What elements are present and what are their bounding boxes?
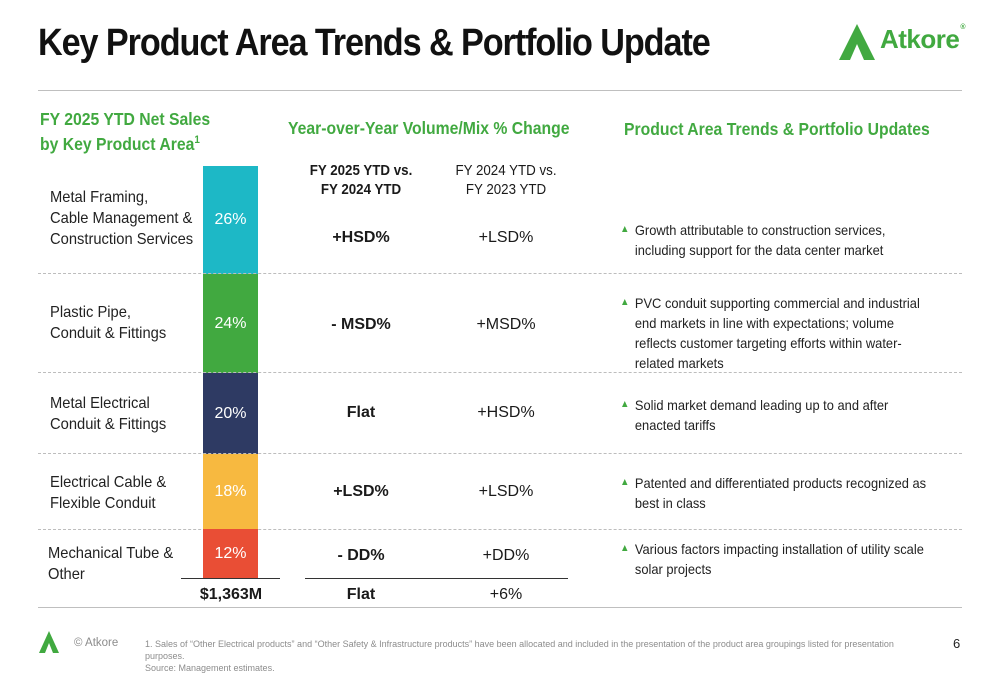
fy25-change-value: - DD% xyxy=(337,547,385,564)
product-area-label-line: Construction Services xyxy=(50,231,194,248)
row-divider xyxy=(38,372,962,373)
trend-bullet: PVC conduit supporting commercial and in… xyxy=(622,293,935,373)
product-area-label: Plastic Pipe, Conduit & Fittings xyxy=(50,302,166,344)
fy25-change-value: - MSD% xyxy=(331,316,391,333)
product-area-label-line: Conduit & Fittings xyxy=(50,325,167,342)
net-sales-bar-segment: 18% xyxy=(203,454,258,529)
trend-text: Various factors impacting installation o… xyxy=(634,541,924,577)
col-fy25-header: FY 2025 YTD vs. FY 2024 YTD xyxy=(301,162,421,200)
col-fy24-header: FY 2024 YTD vs. FY 2023 YTD xyxy=(446,162,566,200)
logo-wordmark: Atkore® xyxy=(880,24,965,55)
footnote: 1. Sales of “Other Electrical products” … xyxy=(145,638,925,674)
footnote-marker: 1 xyxy=(194,134,200,146)
trends-header: Product Area Trends & Portfolio Updates xyxy=(624,119,930,139)
share-label: 18% xyxy=(214,482,247,500)
fy25-change-value: +HSD% xyxy=(332,229,390,246)
fy24-change-value: +LSD% xyxy=(478,229,534,246)
product-area-label-line: Metal Framing, xyxy=(50,189,149,206)
share-label: 24% xyxy=(214,314,247,332)
share-label: 26% xyxy=(214,211,247,228)
col-fy24-header-line1: FY 2024 YTD vs. xyxy=(455,163,557,179)
row-divider xyxy=(38,453,962,454)
product-area-label-line: Metal Electrical xyxy=(50,395,150,412)
row-divider xyxy=(38,529,962,530)
trend-bullet: Growth attributable to construction serv… xyxy=(622,220,935,260)
bullet-triangle-icon xyxy=(622,545,628,551)
trend-text: Growth attributable to construction serv… xyxy=(634,222,886,258)
footnote-source: Source: Management estimates. xyxy=(145,663,275,673)
share-label: 20% xyxy=(214,404,247,422)
product-area-label: Metal Electrical Conduit & Fittings xyxy=(50,393,166,435)
net-sales-bar-segment: 12% xyxy=(203,529,258,578)
col-fy25-header-line1: FY 2025 YTD vs. xyxy=(309,163,413,179)
share-label: 12% xyxy=(214,544,247,562)
bullet-triangle-icon xyxy=(622,226,628,232)
bullet-triangle-icon xyxy=(622,479,628,485)
atkore-a-logo-icon xyxy=(839,24,875,60)
bullet-triangle-icon xyxy=(622,299,628,305)
net-sales-bar-segment: 26% xyxy=(203,166,258,274)
net-sales-header-line2: by Key Product Area xyxy=(40,133,195,154)
total-net-sales: $1,363M xyxy=(199,586,263,603)
fy24-change-value: +HSD% xyxy=(477,404,535,421)
fy25-change-value: Flat xyxy=(346,404,376,421)
row-divider xyxy=(38,273,962,274)
trend-bullet: Solid market demand leading up to and af… xyxy=(622,395,935,435)
col-fy24-header-line2: FY 2023 YTD xyxy=(465,182,547,198)
atkore-small-logo-icon xyxy=(39,631,59,653)
net-sales-bar-segment: 20% xyxy=(203,373,258,454)
registered-mark: ® xyxy=(960,24,966,31)
fy25-change-value: +LSD% xyxy=(333,483,389,500)
product-area-label-line: Electrical Cable & xyxy=(50,474,167,491)
product-area-label-line: Conduit & Fittings xyxy=(50,416,167,433)
total-fy24-change: +6% xyxy=(489,586,523,603)
trend-text: Patented and differentiated products rec… xyxy=(634,475,927,511)
product-area-label-line: Plastic Pipe, xyxy=(50,304,132,321)
trend-bullet: Patented and differentiated products rec… xyxy=(622,473,935,513)
col-fy25-header-line2: FY 2024 YTD xyxy=(320,182,402,198)
product-area-label-line: Flexible Conduit xyxy=(50,495,156,512)
total-rule-change xyxy=(305,578,568,579)
product-area-label: Electrical Cable & Flexible Conduit xyxy=(50,472,166,514)
net-sales-header: FY 2025 YTD Net Sales by Key Product Are… xyxy=(40,109,210,155)
bullet-triangle-icon xyxy=(622,401,628,407)
trend-text: PVC conduit supporting commercial and in… xyxy=(634,295,920,371)
logo-text: Atkore xyxy=(880,24,960,54)
trend-bullet: Various factors impacting installation o… xyxy=(622,539,935,579)
title-divider xyxy=(38,90,962,91)
page-number: 6 xyxy=(953,636,961,651)
total-rule-sales xyxy=(181,578,280,579)
copyright: © Atkore xyxy=(74,637,119,649)
product-area-label: Mechanical Tube & Other xyxy=(48,543,173,585)
volume-mix-header: Year-over-Year Volume/Mix % Change xyxy=(288,118,570,138)
product-area-label-line: Mechanical Tube & xyxy=(48,545,174,562)
fy24-change-value: +DD% xyxy=(482,547,530,564)
footnote-line1: 1. Sales of “Other Electrical products” … xyxy=(145,639,894,661)
atkore-logo: Atkore® xyxy=(838,22,968,62)
fy24-change-value: +MSD% xyxy=(476,316,536,333)
page-title: Key Product Area Trends & Portfolio Upda… xyxy=(38,22,711,64)
product-area-label: Metal Framing, Cable Management & Constr… xyxy=(50,187,193,250)
trend-text: Solid market demand leading up to and af… xyxy=(634,397,889,433)
fy24-change-value: +LSD% xyxy=(478,483,534,500)
total-fy25-change: Flat xyxy=(346,586,376,603)
net-sales-header-line1: FY 2025 YTD Net Sales xyxy=(40,109,211,129)
product-area-label-line: Cable Management & xyxy=(50,210,193,227)
net-sales-bar-segment: 24% xyxy=(203,274,258,373)
footer-divider xyxy=(38,607,962,608)
product-area-label-line: Other xyxy=(48,566,85,583)
